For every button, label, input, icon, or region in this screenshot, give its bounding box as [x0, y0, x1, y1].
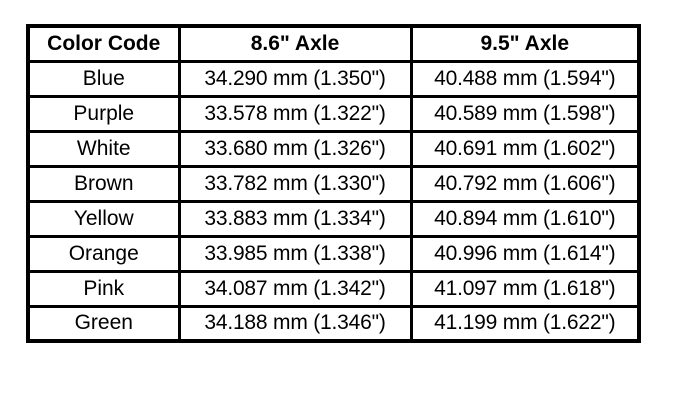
axle-8-6-cell: 34.188 mm (1.346") — [177, 304, 413, 343]
axle-8-6-cell: 33.782 mm (1.330") — [177, 164, 413, 203]
table-header-row: Color Code 8.6" Axle 9.5" Axle — [26, 24, 641, 63]
header-color-code: Color Code — [26, 24, 181, 63]
axle-8-6-cell: 34.290 mm (1.350") — [177, 59, 413, 98]
axle-9-5-cell: 40.792 mm (1.606") — [409, 164, 641, 203]
axle-9-5-cell: 40.589 mm (1.598") — [409, 94, 641, 133]
table-row: Brown 33.782 mm (1.330") 40.792 mm (1.60… — [26, 164, 641, 203]
axle-9-5-cell: 41.199 mm (1.622") — [409, 304, 641, 343]
color-code-cell: Brown — [26, 164, 181, 203]
color-code-cell: Green — [26, 304, 181, 343]
color-code-cell: Yellow — [26, 199, 181, 238]
color-code-cell: White — [26, 129, 181, 168]
color-code-cell: Blue — [26, 59, 181, 98]
table-row: Pink 34.087 mm (1.342") 41.097 mm (1.618… — [26, 269, 641, 308]
table-row: Yellow 33.883 mm (1.334") 40.894 mm (1.6… — [26, 199, 641, 238]
color-code-cell: Pink — [26, 269, 181, 308]
axle-8-6-cell: 33.985 mm (1.338") — [177, 234, 413, 273]
axle-9-5-cell: 40.488 mm (1.594") — [409, 59, 641, 98]
axle-shim-table-container: Color Code 8.6" Axle 9.5" Axle Blue 34.2… — [26, 24, 641, 343]
header-9-5-axle: 9.5" Axle — [409, 24, 641, 63]
axle-8-6-cell: 33.883 mm (1.334") — [177, 199, 413, 238]
table-row: Purple 33.578 mm (1.322") 40.589 mm (1.5… — [26, 94, 641, 133]
axle-9-5-cell: 40.691 mm (1.602") — [409, 129, 641, 168]
axle-shim-table: Color Code 8.6" Axle 9.5" Axle Blue 34.2… — [26, 24, 641, 343]
table-row: Blue 34.290 mm (1.350") 40.488 mm (1.594… — [26, 59, 641, 98]
axle-8-6-cell: 33.578 mm (1.322") — [177, 94, 413, 133]
color-code-cell: Purple — [26, 94, 181, 133]
axle-9-5-cell: 41.097 mm (1.618") — [409, 269, 641, 308]
header-8-6-axle: 8.6" Axle — [177, 24, 413, 63]
axle-9-5-cell: 40.996 mm (1.614") — [409, 234, 641, 273]
table-row: Green 34.188 mm (1.346") 41.199 mm (1.62… — [26, 304, 641, 343]
axle-8-6-cell: 34.087 mm (1.342") — [177, 269, 413, 308]
axle-9-5-cell: 40.894 mm (1.610") — [409, 199, 641, 238]
table-row: White 33.680 mm (1.326") 40.691 mm (1.60… — [26, 129, 641, 168]
axle-8-6-cell: 33.680 mm (1.326") — [177, 129, 413, 168]
table-row: Orange 33.985 mm (1.338") 40.996 mm (1.6… — [26, 234, 641, 273]
color-code-cell: Orange — [26, 234, 181, 273]
